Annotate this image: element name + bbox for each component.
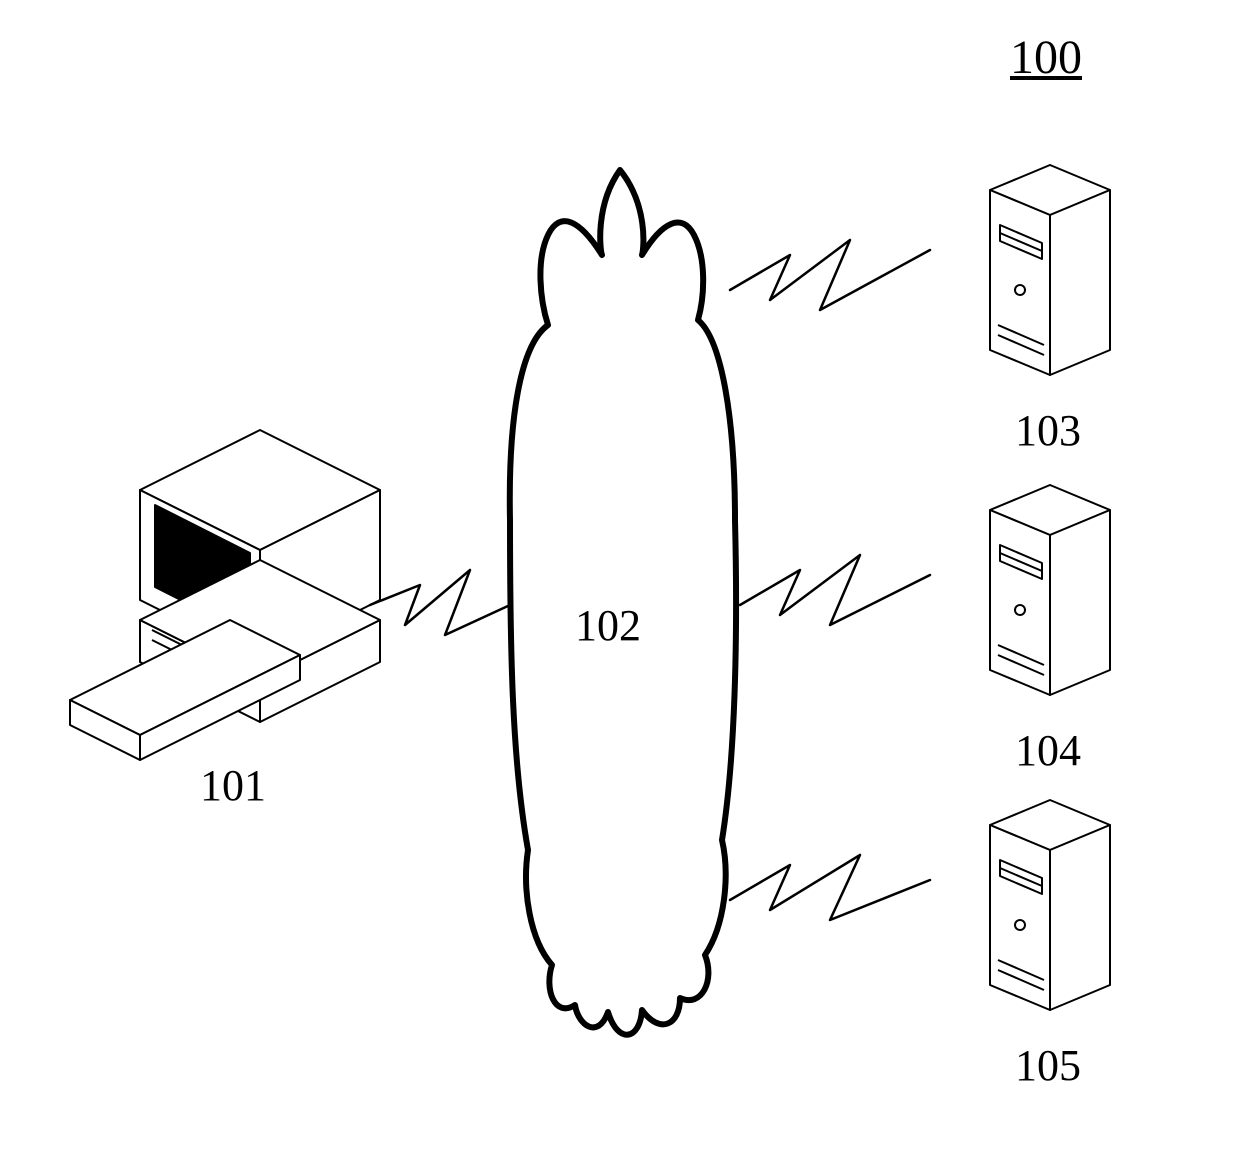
terminal-label: 101 [200,760,266,811]
desktop-terminal [70,430,380,760]
edge-101-102 [370,570,510,635]
server-b-label: 104 [1015,725,1081,776]
edge-102-103 [730,240,930,310]
figure-title: 100 [1010,30,1082,85]
edge-102-104 [740,555,930,625]
server-103-icon [990,165,1110,375]
figure-canvas: 100 101 102 103 104 105 [0,0,1240,1151]
server-a-label: 103 [1015,405,1081,456]
diagram-svg [0,0,1240,1151]
network-label: 102 [575,600,641,651]
server-104-icon [990,485,1110,695]
server-c-label: 105 [1015,1040,1081,1091]
server-105-icon [990,800,1110,1010]
edge-102-105 [730,855,930,920]
